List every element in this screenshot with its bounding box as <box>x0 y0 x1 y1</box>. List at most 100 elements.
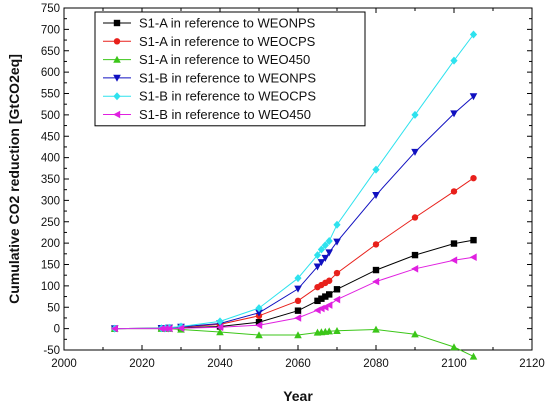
data-point <box>411 264 419 273</box>
data-point <box>294 307 302 314</box>
data-point <box>333 326 341 334</box>
legend-label: S1-B in reference to WEO450 <box>139 107 311 122</box>
data-point <box>372 325 380 333</box>
legend-item: S1-B in reference to WEO450 <box>103 107 311 122</box>
y-tick-label: 200 <box>41 238 60 250</box>
legend-marker <box>113 110 121 119</box>
data-point <box>177 324 185 332</box>
y-tick-label: 550 <box>41 89 60 101</box>
legend-item: S1-B in reference to WEOCPS <box>103 89 316 104</box>
y-tick-label: 350 <box>41 174 60 186</box>
data-point <box>317 259 326 267</box>
data-point <box>325 249 333 257</box>
data-point <box>372 241 380 248</box>
data-point <box>469 253 477 262</box>
y-tick-label: 50 <box>47 302 60 314</box>
data-point <box>333 295 341 304</box>
data-point <box>255 321 263 330</box>
x-tick-label: 2120 <box>519 358 545 370</box>
data-point <box>450 188 458 195</box>
data-point <box>372 192 380 200</box>
y-tick-label: 250 <box>41 217 60 229</box>
y-axis: -50 0 50 100 150 200 250 300 350 400 450 500 550 600 6… <box>41 3 532 357</box>
y-tick-label: 150 <box>41 260 60 272</box>
data-point <box>333 269 341 277</box>
data-point <box>411 251 419 259</box>
x-tick-label: 2040 <box>207 358 233 370</box>
data-point <box>411 148 419 156</box>
series-6 <box>110 253 477 333</box>
data-point <box>216 328 224 336</box>
data-point <box>255 331 263 339</box>
data-point <box>294 274 302 283</box>
data-point <box>326 291 333 298</box>
legend-label: S1-A in reference to WEOCPS <box>139 34 316 49</box>
data-point <box>326 277 333 284</box>
data-point <box>372 266 380 274</box>
legend-item: S1-A in reference to WEONPS <box>103 16 316 31</box>
data-point <box>313 263 322 271</box>
data-point <box>450 343 458 351</box>
y-tick-label: 750 <box>41 3 60 15</box>
y-tick-label: -50 <box>43 345 60 357</box>
data-point <box>325 327 333 335</box>
legend-label: S1-A in reference to WEO450 <box>139 52 310 67</box>
x-axis: 2000 2020 2040 2060 2080 2100 2120 <box>51 8 545 370</box>
data-point <box>333 286 341 293</box>
x-tick-label: 2080 <box>363 358 389 370</box>
data-point <box>411 330 419 338</box>
data-point <box>322 293 329 300</box>
y-axis-title: Cumulative CO2 reduction [GtCO2eq] <box>6 54 22 304</box>
data-point <box>294 297 302 305</box>
data-point <box>110 324 118 333</box>
data-point <box>165 324 173 333</box>
y-tick-label: 500 <box>41 110 60 122</box>
data-point <box>469 30 478 39</box>
data-point <box>255 319 263 326</box>
data-point <box>411 214 419 221</box>
data-point <box>450 56 458 65</box>
y-tick-label: 700 <box>41 24 60 36</box>
x-tick-label: 2100 <box>441 358 467 370</box>
data-point <box>470 174 477 182</box>
data-point <box>333 238 341 246</box>
data-point <box>411 110 419 119</box>
data-point <box>255 309 263 317</box>
x-tick-label: 2020 <box>129 358 155 370</box>
legend-marker <box>113 74 121 82</box>
x-tick-label: 2060 <box>285 358 311 370</box>
y-tick-label: 400 <box>41 153 60 165</box>
data-point <box>333 220 341 229</box>
data-point <box>325 236 333 245</box>
data-point <box>469 93 478 101</box>
data-point <box>216 323 224 332</box>
legend: S1-A in reference to WEONPS S1-A in refer… <box>94 11 366 127</box>
data-point <box>372 277 380 286</box>
legend-marker <box>113 92 121 101</box>
legend-label: S1-B in reference to WEONPS <box>139 70 316 85</box>
data-point <box>317 245 325 254</box>
x-tick-label: 2000 <box>51 358 77 370</box>
y-tick-label: 0 <box>54 324 60 336</box>
data-point <box>161 324 169 333</box>
legend-label: S1-A in reference to WEONPS <box>139 16 316 31</box>
data-point <box>157 324 165 333</box>
legend-label: S1-B in reference to WEOCPS <box>139 89 316 104</box>
series-layer <box>110 30 478 360</box>
legend-marker <box>113 19 121 27</box>
data-point <box>216 317 224 326</box>
legend-item: S1-A in reference to WEO450 <box>103 52 310 67</box>
data-point <box>294 285 302 293</box>
data-point <box>450 256 458 265</box>
data-point <box>321 241 329 250</box>
data-point <box>450 110 458 118</box>
data-point <box>372 165 380 174</box>
y-tick-label: 100 <box>41 281 60 293</box>
legend-box <box>94 11 366 127</box>
legend-item: S1-A in reference to WEOCPS <box>103 34 316 49</box>
data-point <box>314 297 321 305</box>
data-point <box>255 304 263 313</box>
data-point <box>321 254 330 262</box>
data-point <box>318 295 325 302</box>
